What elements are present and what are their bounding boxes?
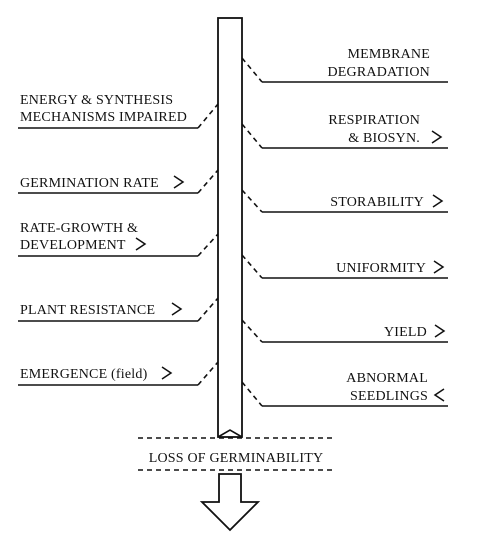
increase-chevron-icon [171, 302, 183, 316]
decrease-chevron-icon [433, 388, 445, 402]
left-item-emergence: EMERGENCE (field) [18, 361, 219, 386]
left-item-energy-synthesis: ENERGY & SYNTHESIS MECHANISMS IMPAIRED [18, 93, 219, 129]
right-label-line: SEEDLINGS [350, 389, 428, 404]
right-item-membrane-degradation: MEMBRANE DEGRADATION [241, 47, 448, 83]
left-item-plant-resistance: PLANT RESISTANCE [18, 297, 219, 322]
left-label-line: EMERGENCE (field) [20, 367, 148, 382]
loss-of-germinability: LOSS OF GERMINABILITY [138, 437, 334, 471]
left-item-rate-growth: RATE-GROWTH & DEVELOPMENT [18, 221, 219, 257]
central-shaft [217, 17, 243, 438]
right-item-respiration: RESPIRATION & BIOSYN. [241, 113, 448, 149]
right-label-line: ABNORMAL [346, 371, 428, 386]
increase-chevron-icon [135, 237, 147, 251]
connector-dash [197, 233, 219, 257]
increase-chevron-icon [173, 175, 185, 189]
right-label-line: DEGRADATION [327, 65, 430, 80]
connector-dash [241, 319, 263, 343]
down-arrow-icon [199, 473, 261, 532]
left-item-germination-rate: GERMINATION RATE [18, 169, 219, 194]
right-item-uniformity: UNIFORMITY [241, 254, 448, 279]
right-label-line: MEMBRANE [348, 47, 431, 62]
right-item-yield: YIELD [241, 319, 448, 343]
left-label-line: DEVELOPMENT [20, 238, 126, 253]
increase-chevron-icon [433, 260, 445, 274]
right-label-line: RESPIRATION [328, 113, 420, 128]
right-item-abnormal-seedlings: ABNORMAL SEEDLINGS [241, 371, 448, 407]
right-label-line: STORABILITY [330, 195, 424, 210]
connector-dash [241, 254, 263, 279]
left-label-line: MECHANISMS IMPAIRED [20, 110, 187, 125]
connector-dash [241, 57, 263, 83]
connector-dash [197, 297, 219, 322]
left-label-line: RATE-GROWTH & [20, 221, 138, 236]
connector-dash [197, 103, 219, 129]
shaft-notch [217, 429, 243, 438]
connector-dash [197, 169, 219, 194]
left-label-line: ENERGY & SYNTHESIS [20, 93, 173, 108]
right-label-line: YIELD [384, 325, 427, 340]
bottom-label: LOSS OF GERMINABILITY [149, 451, 324, 466]
connector-dash [197, 361, 219, 386]
right-item-storability: STORABILITY [241, 189, 448, 213]
increase-chevron-icon [161, 366, 173, 380]
left-label-line: GERMINATION RATE [20, 176, 159, 191]
connector-dash [241, 381, 263, 407]
increase-chevron-icon [431, 130, 443, 144]
increase-chevron-icon [434, 324, 446, 338]
right-label-line: & BIOSYN. [348, 131, 420, 146]
connector-dash [241, 123, 263, 149]
right-label-line: UNIFORMITY [336, 261, 426, 276]
left-label-line: PLANT RESISTANCE [20, 303, 155, 318]
increase-chevron-icon [432, 194, 444, 208]
connector-dash [241, 189, 263, 213]
